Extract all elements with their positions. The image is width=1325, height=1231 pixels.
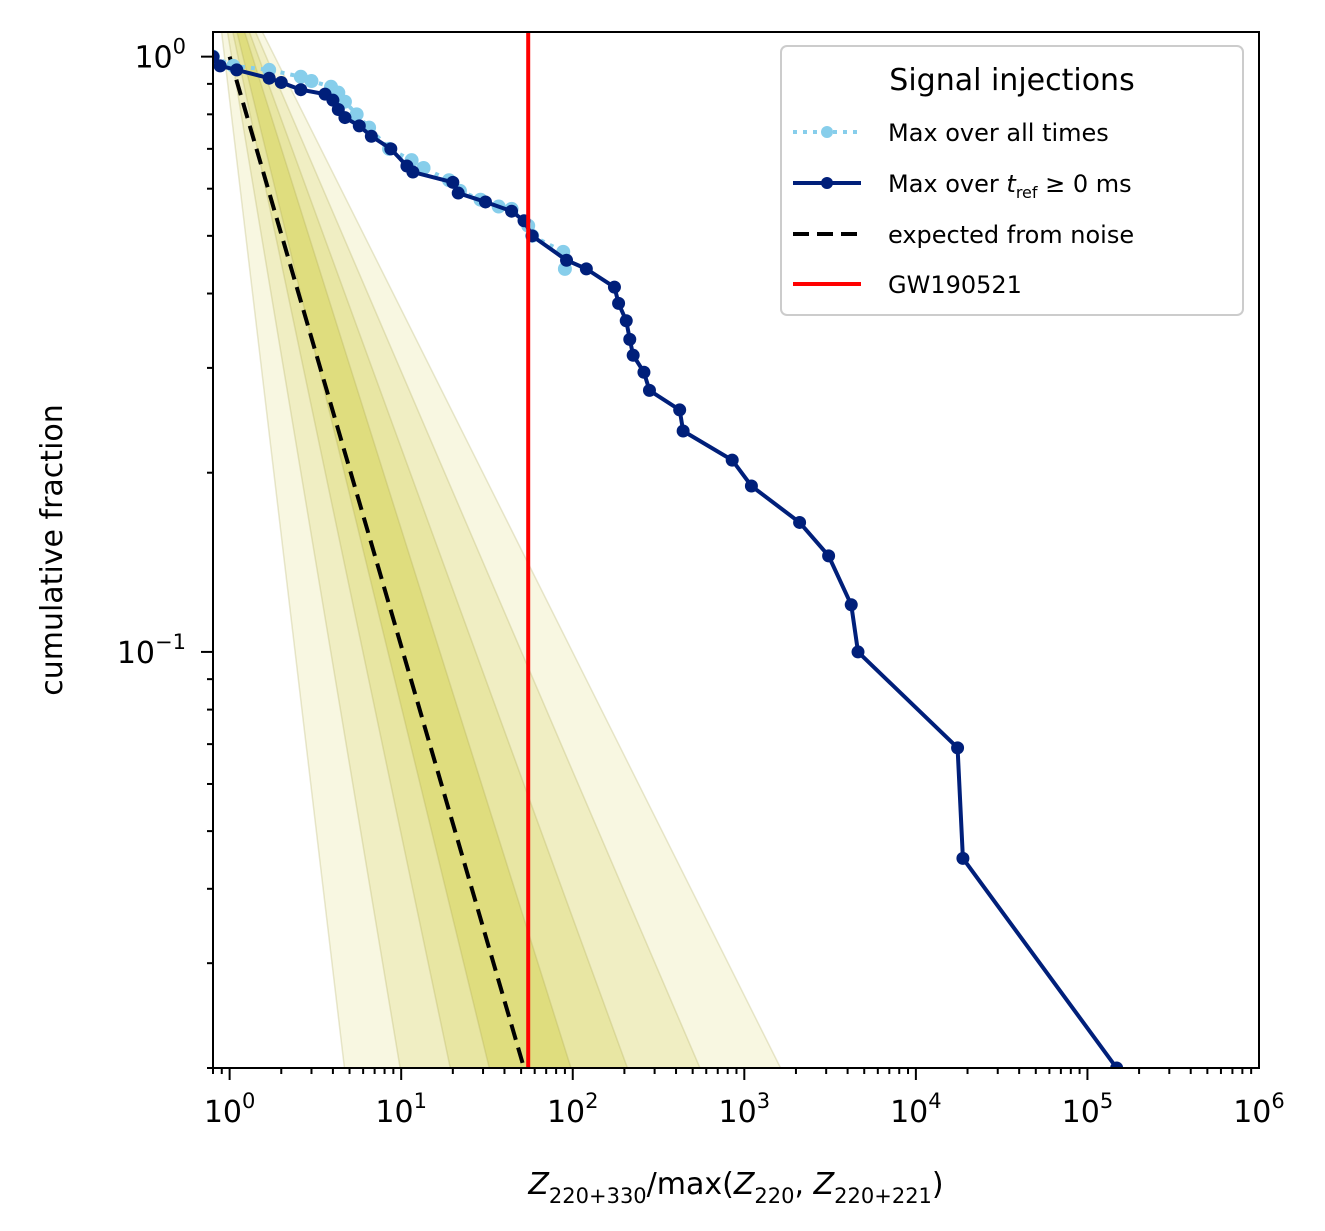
t_ref-point (294, 83, 308, 97)
t_ref-point (951, 741, 965, 755)
all_times-point (416, 161, 431, 176)
noise-band-1 (220, 32, 782, 1068)
legend-label-all-times: Max over all times (888, 119, 1109, 147)
t_ref-point (619, 314, 633, 328)
x-axis-ticks: 100 101 102 103 104 105 106 (204, 1068, 1285, 1130)
t_ref-point (213, 59, 227, 73)
t_ref-point (262, 71, 276, 85)
t_ref-point (725, 453, 739, 467)
noise-band-2 (226, 32, 701, 1068)
legend-label-gw190521: GW190521 (888, 271, 1022, 299)
t_ref-point (612, 296, 626, 310)
t_ref-point (676, 424, 690, 438)
x-tick-label: 103 (719, 1089, 771, 1130)
all_times-line (213, 54, 567, 270)
x-tick-label: 101 (375, 1089, 427, 1130)
x-tick-label: 102 (547, 1089, 599, 1130)
t_ref-point (851, 645, 865, 659)
x-axis-label: Z220+330/max(Z220, Z220+221) (527, 1167, 943, 1208)
x-tick-label: 105 (1062, 1089, 1114, 1130)
t_ref-point (364, 129, 378, 143)
t_ref-point (623, 332, 637, 346)
t_ref-point (352, 119, 366, 133)
t_ref-point (844, 598, 858, 612)
legend-title: Signal injections (889, 63, 1134, 98)
t_ref-point (338, 111, 352, 125)
legend-box (780, 45, 1244, 316)
y-axis-ticks: 100 10−1 (117, 35, 213, 1069)
t_ref-point (478, 195, 492, 209)
t_ref-point (793, 515, 807, 529)
y-axis-label: cumulative fraction (35, 404, 70, 696)
all_times-point (304, 74, 319, 89)
y-tick-label: 10−1 (117, 630, 186, 671)
t_ref-point (505, 204, 519, 218)
x-tick-label: 100 (204, 1089, 256, 1130)
t_ref-point (822, 549, 836, 563)
t_ref-point (744, 479, 758, 493)
all_times-point (349, 107, 364, 122)
t_ref-point (642, 383, 656, 397)
t_ref-point (446, 175, 460, 189)
legend-label-noise: expected from noise (888, 221, 1134, 249)
t_ref-point (406, 165, 420, 179)
x-tick-label: 104 (890, 1089, 942, 1130)
legend-marker-tref (821, 177, 833, 189)
t_ref-point (626, 348, 640, 362)
t_ref-point (1110, 1061, 1124, 1068)
t_ref-point (607, 280, 621, 294)
t_ref-point (673, 403, 687, 417)
legend: Signal injections Max over all times Max… (780, 45, 1244, 316)
noise-band-4 (236, 32, 572, 1068)
t_ref-point (451, 186, 465, 200)
t_ref-point (637, 365, 651, 379)
t_ref-point (579, 262, 593, 276)
t_ref-point (560, 253, 574, 267)
noise-confidence-bands (220, 32, 782, 1068)
series-max-over-tref (213, 50, 1124, 1068)
legend-marker-all-times (821, 126, 833, 138)
x-tick-label: 106 (1233, 1089, 1285, 1130)
legend-label-tref: Max over tref ≥ 0 ms (888, 170, 1132, 202)
noise-expectation-line (227, 56, 526, 1068)
y-tick-label: 100 (134, 35, 186, 76)
t_ref-point (384, 142, 398, 156)
all_times-point (293, 69, 308, 84)
t_ref-point (274, 75, 288, 89)
t_ref-point (956, 851, 970, 865)
t_ref-point (230, 63, 244, 77)
